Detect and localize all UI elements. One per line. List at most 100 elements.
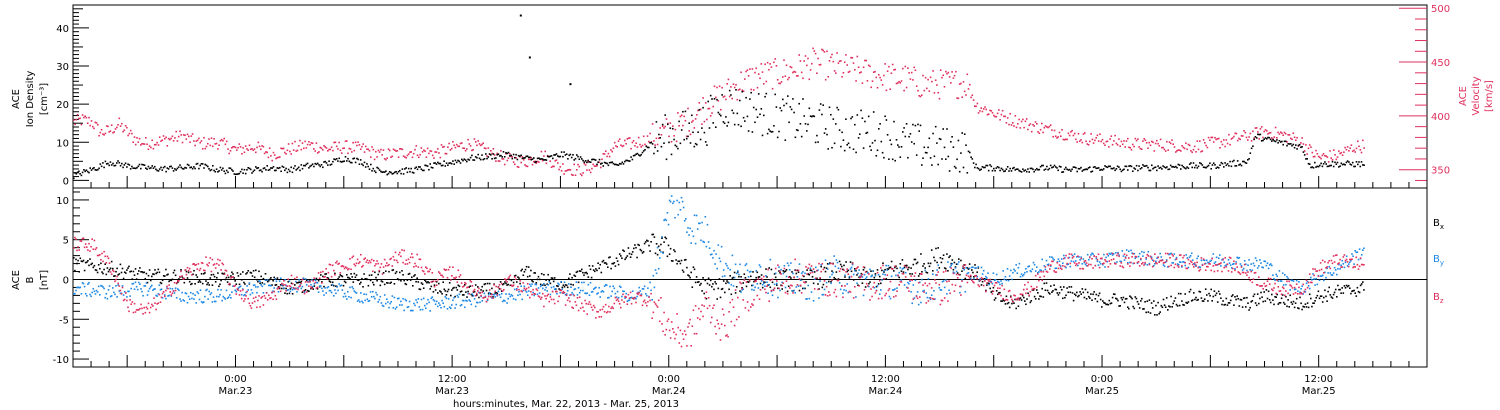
by-point bbox=[972, 266, 974, 268]
bx-point bbox=[790, 277, 792, 279]
velocity-point bbox=[520, 161, 522, 164]
density-point bbox=[1293, 146, 1296, 149]
bz-point bbox=[320, 271, 322, 274]
density-point bbox=[263, 167, 266, 169]
by-point bbox=[1247, 264, 1249, 266]
by-point bbox=[168, 294, 170, 297]
density-point bbox=[1130, 165, 1133, 168]
bx-point bbox=[1067, 291, 1069, 294]
density-point bbox=[272, 166, 275, 168]
velocity-point bbox=[196, 139, 199, 142]
velocity-point bbox=[811, 62, 813, 65]
bx-point bbox=[940, 261, 943, 264]
velocity-point bbox=[553, 165, 555, 168]
density-point bbox=[587, 159, 589, 162]
bx-point bbox=[383, 283, 386, 286]
by-point bbox=[542, 287, 544, 290]
density-point bbox=[515, 153, 517, 156]
velocity-point bbox=[247, 149, 249, 151]
bx-point bbox=[855, 270, 857, 272]
velocity-point bbox=[1019, 127, 1022, 129]
velocity-point bbox=[880, 79, 883, 81]
bx-point bbox=[1291, 303, 1294, 305]
density-point bbox=[1115, 168, 1118, 170]
bx-point bbox=[1058, 292, 1061, 294]
bx-point bbox=[682, 271, 685, 273]
velocity-point bbox=[865, 59, 867, 62]
density-point bbox=[842, 139, 845, 141]
velocity-point bbox=[688, 130, 690, 132]
velocity-point bbox=[469, 145, 472, 147]
velocity-point bbox=[819, 63, 822, 66]
bx-point bbox=[140, 271, 142, 273]
density-tick-label: 0 bbox=[63, 176, 69, 187]
by-point bbox=[94, 293, 97, 295]
velocity-point bbox=[639, 143, 641, 146]
by-point bbox=[529, 283, 531, 286]
bx-point bbox=[846, 270, 848, 273]
bx-point bbox=[386, 282, 388, 284]
density-point bbox=[203, 167, 205, 169]
density-point bbox=[1244, 161, 1247, 164]
by-point bbox=[143, 285, 145, 287]
velocity-point bbox=[501, 158, 503, 160]
by-point bbox=[264, 279, 267, 281]
bz-point bbox=[120, 293, 123, 295]
density-point bbox=[533, 157, 535, 159]
bx-point bbox=[151, 275, 153, 278]
bx-point bbox=[531, 279, 533, 282]
velocity-point bbox=[1120, 140, 1123, 143]
bx-point bbox=[350, 273, 352, 275]
velocity-point bbox=[1348, 150, 1350, 152]
velocity-point bbox=[404, 156, 406, 158]
density-point bbox=[385, 170, 387, 172]
bx-point bbox=[417, 281, 420, 283]
bx-point bbox=[105, 273, 108, 276]
density-point bbox=[720, 114, 722, 117]
by-point bbox=[1200, 259, 1203, 262]
velocity-point bbox=[541, 159, 544, 162]
by-point bbox=[947, 261, 949, 263]
velocity-point bbox=[74, 123, 76, 126]
by-point bbox=[1123, 259, 1126, 261]
bz-point bbox=[261, 296, 264, 298]
by-point bbox=[1115, 252, 1117, 254]
velocity-point bbox=[450, 147, 453, 150]
velocity-point bbox=[693, 127, 696, 129]
bz-point bbox=[281, 282, 283, 285]
bx-point bbox=[828, 280, 830, 283]
bx-point bbox=[220, 279, 222, 282]
bx-point bbox=[648, 244, 650, 247]
by-point bbox=[471, 293, 474, 295]
velocity-point bbox=[733, 86, 736, 89]
by-point bbox=[820, 264, 822, 266]
by-point bbox=[929, 298, 932, 301]
by-point bbox=[1055, 267, 1058, 269]
by-point bbox=[1289, 289, 1291, 291]
velocity-point bbox=[500, 150, 502, 152]
by-point bbox=[300, 287, 303, 290]
density-point bbox=[993, 167, 995, 170]
by-point bbox=[673, 200, 675, 203]
density-point bbox=[1211, 164, 1214, 166]
velocity-point bbox=[1089, 140, 1091, 143]
velocity-point bbox=[956, 97, 958, 99]
density-point bbox=[1324, 161, 1326, 163]
by-point bbox=[352, 287, 355, 290]
density-point bbox=[665, 158, 668, 161]
bx-point bbox=[1293, 306, 1296, 309]
bx-point bbox=[313, 285, 316, 287]
bz-point bbox=[147, 302, 150, 305]
bx-point bbox=[482, 290, 484, 292]
velocity-point bbox=[613, 141, 616, 144]
velocity-point bbox=[1244, 131, 1247, 134]
velocity-point bbox=[1033, 125, 1035, 127]
density-point bbox=[1247, 159, 1249, 161]
by-point bbox=[1329, 272, 1332, 274]
bx-point bbox=[885, 278, 887, 280]
velocity-point bbox=[407, 153, 410, 155]
by-point bbox=[368, 299, 371, 302]
by-point bbox=[904, 271, 907, 274]
velocity-point bbox=[1351, 150, 1354, 153]
density-point bbox=[228, 167, 230, 169]
